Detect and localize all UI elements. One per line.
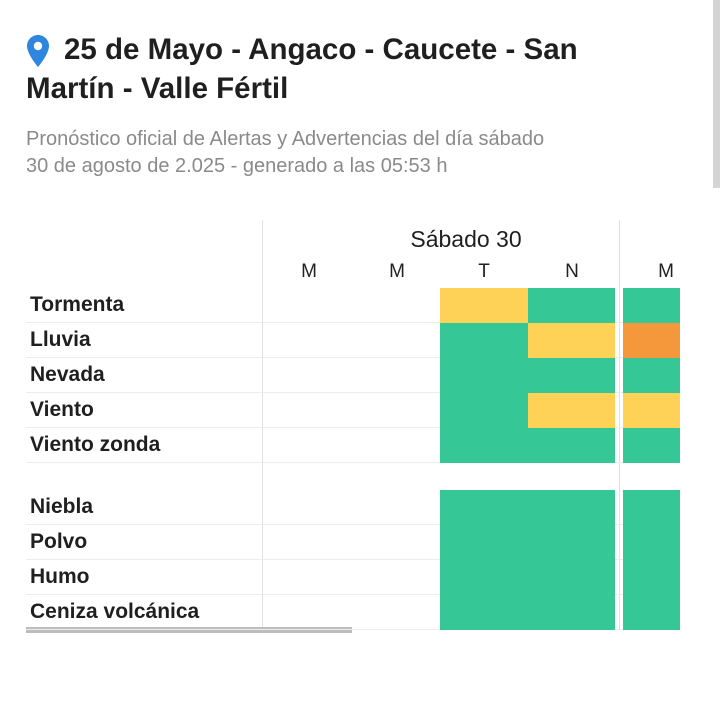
- alert-cell-green[interactable]: [440, 393, 528, 428]
- row-separator: [26, 629, 680, 630]
- title-row: 25 de Mayo - Angaco - Caucete - San Mart…: [26, 30, 686, 108]
- table-horizontal-scrollbar[interactable]: [26, 627, 352, 633]
- column-label-1: M: [301, 261, 317, 282]
- alert-cell-green[interactable]: [440, 525, 528, 560]
- day-header: Sábado 30: [410, 226, 522, 252]
- location-pin-icon: [27, 35, 49, 67]
- row-separator: [26, 357, 680, 358]
- alert-cell-orange[interactable]: [623, 323, 680, 358]
- alert-cell-green[interactable]: [528, 358, 615, 393]
- alert-cell-green[interactable]: [623, 525, 680, 560]
- column-label-3: T: [478, 261, 490, 282]
- row-separator: [26, 392, 680, 393]
- row-separator: [26, 559, 680, 560]
- alert-cell-green[interactable]: [623, 288, 680, 323]
- alert-cell-green[interactable]: [528, 490, 615, 525]
- title-line-1: 25 de Mayo - Angaco - Caucete - San: [64, 33, 578, 66]
- page-scrollbar[interactable]: [713, 0, 720, 188]
- row-label-niebla: Niebla: [30, 495, 94, 518]
- alert-cell-yellow[interactable]: [623, 393, 680, 428]
- alert-cell-green[interactable]: [440, 490, 528, 525]
- alert-cell-green[interactable]: [440, 560, 528, 595]
- row-separator: [26, 524, 680, 525]
- alert-cell-green[interactable]: [528, 560, 615, 595]
- row-separator: [26, 322, 680, 323]
- page-title: 25 de Mayo - Angaco - Caucete - San Mart…: [26, 30, 686, 108]
- alert-cell-green[interactable]: [440, 595, 528, 630]
- row-label-ceniza-volcánica: Ceniza volcánica: [30, 600, 200, 623]
- row-label-viento: Viento: [30, 398, 94, 421]
- alert-cell-green[interactable]: [528, 595, 615, 630]
- row-label-tormenta: Tormenta: [30, 293, 125, 316]
- alert-cell-green[interactable]: [623, 358, 680, 393]
- row-label-lluvia: Lluvia: [30, 328, 91, 351]
- row-label-viento-zonda: Viento zonda: [30, 433, 161, 456]
- alert-cell-yellow[interactable]: [528, 393, 615, 428]
- alert-cell-green[interactable]: [440, 323, 528, 358]
- alert-cell-green[interactable]: [623, 428, 680, 463]
- forecast-subtitle: Pronóstico oficial de Alertas y Adverten…: [26, 126, 686, 180]
- alert-cell-yellow[interactable]: [440, 288, 528, 323]
- alert-cell-green[interactable]: [623, 595, 680, 630]
- header: 25 de Mayo - Angaco - Caucete - San Mart…: [26, 30, 686, 180]
- subtitle-line-2: 30 de agosto de 2.025 - generado a las 0…: [26, 155, 448, 177]
- alert-cell-green[interactable]: [528, 288, 615, 323]
- row-label-polvo: Polvo: [30, 530, 88, 553]
- alert-cell-green[interactable]: [623, 560, 680, 595]
- alert-cell-green[interactable]: [440, 428, 528, 463]
- subtitle-line-1: Pronóstico oficial de Alertas y Adverten…: [26, 128, 545, 150]
- alert-cell-yellow[interactable]: [528, 323, 615, 358]
- column-label-5: M: [658, 261, 674, 282]
- row-label-nevada: Nevada: [30, 363, 105, 386]
- alert-cell-green[interactable]: [623, 490, 680, 525]
- title-line-2: Martín - Valle Fértil: [26, 72, 289, 105]
- table-divider-left: [262, 220, 263, 630]
- alert-cell-green[interactable]: [440, 358, 528, 393]
- row-separator: [26, 427, 680, 428]
- row-separator: [26, 594, 680, 595]
- row-label-humo: Humo: [30, 565, 90, 588]
- row-separator: [26, 462, 680, 463]
- column-label-2: M: [389, 261, 405, 282]
- alert-cell-green[interactable]: [528, 525, 615, 560]
- column-label-4: N: [565, 261, 579, 282]
- alert-cell-green[interactable]: [528, 428, 615, 463]
- alerts-table[interactable]: Sábado 30 M M T N M Tormenta Lluvia Nevada Vient…: [26, 220, 680, 634]
- table-divider-day: [619, 220, 620, 630]
